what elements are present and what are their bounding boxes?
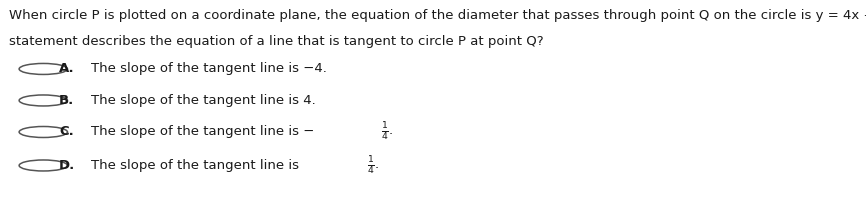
Text: When circle P is plotted on a coordinate plane, the equation of the diameter tha: When circle P is plotted on a coordinate…	[9, 9, 866, 22]
Text: A.: A.	[59, 62, 74, 75]
Text: $\frac{1}{4}.$: $\frac{1}{4}.$	[381, 121, 393, 143]
Text: The slope of the tangent line is −4.: The slope of the tangent line is −4.	[91, 62, 326, 75]
Text: D.: D.	[59, 159, 75, 172]
Circle shape	[19, 126, 68, 138]
Circle shape	[19, 95, 68, 106]
Text: B.: B.	[59, 94, 74, 107]
Circle shape	[19, 160, 68, 171]
Text: The slope of the tangent line is −: The slope of the tangent line is −	[91, 125, 314, 138]
Text: $\frac{1}{4}.$: $\frac{1}{4}.$	[366, 154, 378, 177]
Circle shape	[19, 63, 68, 74]
Text: C.: C.	[59, 125, 74, 138]
Text: The slope of the tangent line is: The slope of the tangent line is	[91, 159, 303, 172]
Text: statement describes the equation of a line that is tangent to circle P at point : statement describes the equation of a li…	[9, 35, 543, 48]
Text: The slope of the tangent line is 4.: The slope of the tangent line is 4.	[91, 94, 316, 107]
